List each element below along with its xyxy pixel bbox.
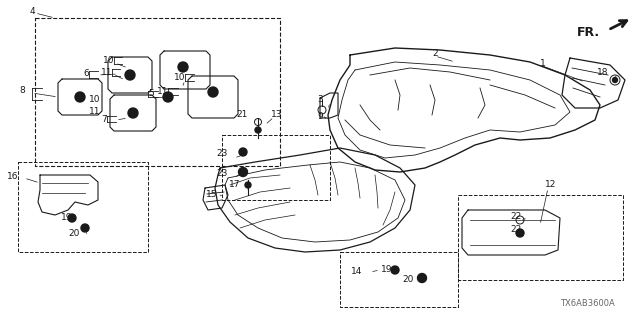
Text: 10: 10 bbox=[88, 94, 100, 103]
Text: 16: 16 bbox=[6, 172, 18, 180]
Text: 4: 4 bbox=[30, 6, 36, 15]
Text: 15: 15 bbox=[205, 189, 217, 198]
Text: 11: 11 bbox=[88, 107, 100, 116]
Text: 20: 20 bbox=[68, 228, 80, 237]
Circle shape bbox=[68, 214, 76, 222]
Circle shape bbox=[255, 127, 261, 133]
Circle shape bbox=[391, 266, 399, 274]
Text: 11: 11 bbox=[100, 68, 112, 76]
Text: 13: 13 bbox=[271, 109, 282, 118]
Text: 23: 23 bbox=[216, 169, 228, 178]
Text: 5: 5 bbox=[148, 89, 154, 98]
Circle shape bbox=[163, 92, 173, 102]
Circle shape bbox=[245, 182, 251, 188]
Text: 23: 23 bbox=[216, 148, 228, 157]
Text: FR.: FR. bbox=[577, 26, 600, 38]
Text: 1: 1 bbox=[540, 59, 546, 68]
Text: 9: 9 bbox=[317, 111, 323, 121]
Text: 10: 10 bbox=[102, 55, 114, 65]
Text: 11: 11 bbox=[157, 86, 168, 95]
Circle shape bbox=[239, 167, 248, 177]
Circle shape bbox=[239, 148, 247, 156]
Text: 8: 8 bbox=[19, 85, 25, 94]
Text: 19: 19 bbox=[61, 212, 72, 221]
Text: 14: 14 bbox=[351, 267, 362, 276]
Circle shape bbox=[125, 70, 135, 80]
Circle shape bbox=[417, 274, 426, 283]
Text: 2: 2 bbox=[432, 49, 438, 58]
Circle shape bbox=[75, 92, 85, 102]
Circle shape bbox=[516, 229, 524, 237]
Circle shape bbox=[208, 87, 218, 97]
Text: TX6AB3600A: TX6AB3600A bbox=[560, 299, 615, 308]
Text: 12: 12 bbox=[545, 180, 556, 188]
Circle shape bbox=[178, 62, 188, 72]
Text: 17: 17 bbox=[228, 180, 240, 188]
Text: 3: 3 bbox=[317, 94, 323, 103]
Text: 20: 20 bbox=[403, 275, 414, 284]
Text: 10: 10 bbox=[173, 73, 185, 82]
Circle shape bbox=[81, 224, 89, 232]
Circle shape bbox=[612, 77, 618, 83]
Text: 22: 22 bbox=[511, 225, 522, 234]
Text: 22: 22 bbox=[511, 212, 522, 220]
Text: 18: 18 bbox=[596, 68, 608, 76]
Text: 7: 7 bbox=[101, 115, 107, 124]
Text: 6: 6 bbox=[83, 68, 89, 77]
Text: 21: 21 bbox=[237, 109, 248, 118]
Circle shape bbox=[128, 108, 138, 118]
Text: 19: 19 bbox=[381, 265, 392, 274]
